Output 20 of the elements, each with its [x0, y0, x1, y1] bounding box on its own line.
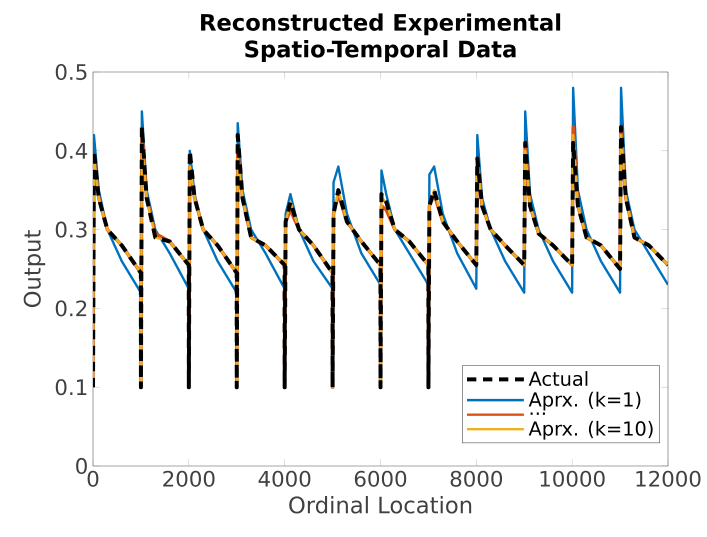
x-tick-label: 0 [88, 470, 98, 487]
legend-label: Actual [528, 371, 588, 386]
x-tick-label: 6000 [354, 470, 406, 487]
y-tick-label: 0.2 [56, 300, 86, 316]
y-axis-title: Output [24, 230, 46, 308]
y-tick-label: 0.4 [56, 142, 88, 159]
x-tick-label: 8000 [450, 470, 502, 487]
x-tick-label: 2000 [163, 470, 215, 487]
legend-label: Aprx. (k=10) [528, 420, 653, 440]
x-axis-title: Ordinal Location [289, 496, 472, 514]
y-tick-label: 0.3 [56, 222, 87, 238]
y-tick-label: 0.1 [56, 379, 86, 396]
y-tick-label: 0 [76, 458, 87, 474]
chart-title: Reconstructed Experimental Spatio-Temporal Data [201, 13, 560, 62]
x-tick-label: 4000 [258, 470, 310, 487]
legend-label: Aprx. (k=1) [528, 392, 640, 410]
legend-label: ... [530, 412, 545, 415]
y-tick-label: 0.5 [56, 64, 86, 80]
x-tick-label: 12000 [636, 470, 700, 487]
x-tick-label: 10000 [540, 470, 605, 487]
